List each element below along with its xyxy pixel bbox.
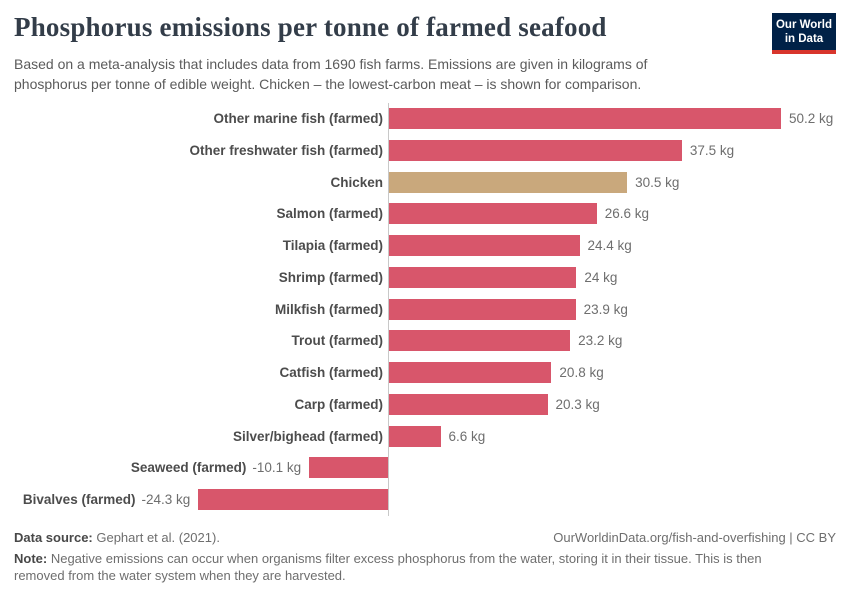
chart-row: Trout (farmed) 23.2 kg — [0, 325, 850, 357]
bar[interactable] — [389, 298, 576, 320]
footer-note-label: Note: — [14, 551, 48, 566]
value-label: 30.5 kg — [635, 174, 680, 190]
bar[interactable] — [389, 362, 552, 383]
bar[interactable] — [389, 139, 682, 161]
category-label: Tilapia (farmed) — [282, 238, 383, 253]
data-source: Data source: Gephart et al. (2021). — [14, 530, 220, 545]
value-label: 23.2 kg — [578, 333, 623, 349]
bar[interactable] — [389, 330, 571, 352]
bar[interactable] — [309, 457, 388, 479]
negative-row-labels: Bivalves (farmed) -24.3 kg — [23, 484, 190, 516]
chart-row: Milkfish (farmed) 23.9 kg — [0, 294, 850, 326]
value-label: 26.6 kg — [604, 206, 649, 222]
bar[interactable] — [389, 235, 580, 256]
owid-logo-line1: Our World — [775, 19, 832, 31]
owid-logo-line2: in Data — [784, 33, 824, 45]
category-label: Bivalves (farmed) — [22, 492, 136, 507]
value-label: 24 kg — [584, 269, 618, 285]
bar-chart: Other marine fish (farmed) 50.2 kg Other f… — [0, 103, 850, 516]
chart-row: Seaweed (farmed) -10.1 kg — [0, 452, 850, 484]
category-label: Salmon (farmed) — [276, 206, 383, 222]
bar[interactable] — [389, 171, 628, 193]
chart-row: Silver/bighead (farmed) 6.6 kg — [0, 421, 850, 453]
category-label: Seaweed (farmed) — [130, 460, 247, 476]
chart-row: Shrimp (farmed) 24 kg — [0, 262, 850, 294]
category-label: Shrimp (farmed) — [278, 269, 383, 285]
category-label: Chicken — [330, 174, 383, 190]
chart-row: Catfish (farmed) 20.8 kg — [0, 357, 850, 389]
chart-row: Carp (farmed) 20.3 kg — [0, 389, 850, 421]
value-label: 6.6 kg — [448, 428, 486, 444]
footer-note-text: Negative emissions can occur when organi… — [14, 551, 762, 583]
chart-row: Salmon (farmed) 26.6 kg — [0, 198, 850, 230]
chart-row: Other freshwater fish (farmed) 37.5 kg — [0, 135, 850, 167]
chart-row: Chicken 30.5 kg — [0, 167, 850, 199]
footer-note: Note: Negative emissions can occur when … — [14, 550, 814, 584]
bar[interactable] — [389, 393, 548, 415]
bar[interactable] — [389, 425, 441, 447]
bar[interactable] — [198, 489, 388, 510]
data-source-value: Gephart et al. (2021). — [92, 530, 220, 545]
category-label: Carp (farmed) — [294, 396, 383, 412]
chart-subtitle: Based on a meta-analysis that includes d… — [14, 56, 648, 92]
category-label: Catfish (farmed) — [279, 365, 383, 380]
category-label: Other freshwater fish (farmed) — [189, 142, 383, 158]
bar[interactable] — [389, 266, 577, 288]
chart-row: Other marine fish (farmed) 50.2 kg — [0, 103, 850, 135]
negative-row-labels: Seaweed (farmed) -10.1 kg — [131, 452, 301, 484]
category-label: Other marine fish (farmed) — [213, 111, 383, 126]
category-label: Silver/bighead (farmed) — [232, 428, 383, 444]
value-label: 23.9 kg — [583, 301, 628, 317]
bar[interactable] — [389, 108, 781, 129]
value-label: 20.3 kg — [555, 396, 600, 412]
bar[interactable] — [389, 203, 597, 225]
owid-url-link[interactable]: OurWorldinData.org/fish-and-overfishing … — [553, 530, 836, 545]
value-label: -24.3 kg — [141, 492, 191, 507]
category-label: Trout (farmed) — [291, 333, 383, 349]
page-title: Phosphorus emissions per tonne of farmed… — [14, 12, 607, 42]
chart-row: Tilapia (farmed) 24.4 kg — [0, 230, 850, 262]
value-label: 50.2 kg — [789, 111, 834, 126]
value-label: -10.1 kg — [252, 460, 302, 476]
data-source-label: Data source: — [14, 530, 93, 545]
value-label: 24.4 kg — [587, 238, 632, 253]
category-label: Milkfish (farmed) — [274, 301, 383, 317]
zero-axis-line — [388, 103, 389, 516]
value-label: 20.8 kg — [559, 365, 604, 380]
chart-row: Bivalves (farmed) -24.3 kg — [0, 484, 850, 516]
value-label: 37.5 kg — [689, 142, 735, 158]
footer: Data source: Gephart et al. (2021). OurW… — [14, 530, 836, 545]
owid-logo[interactable]: Our World in Data — [772, 13, 836, 54]
